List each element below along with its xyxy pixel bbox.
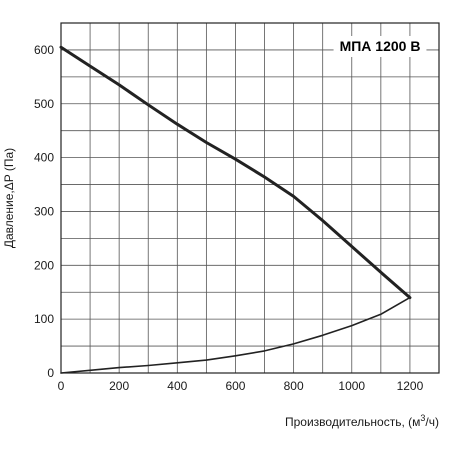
x-tick-label: 600 [225, 379, 245, 393]
chart-title: МПА 1200 B [340, 38, 421, 54]
y-tick-label: 400 [34, 151, 54, 165]
x-axis-label-superscript: 3 [420, 413, 425, 423]
x-axis-label: Производительность, (м3/ч) [285, 413, 439, 429]
y-tick-label: 500 [34, 97, 54, 111]
title-box: МПА 1200 B [333, 36, 427, 57]
y-tick-label: 300 [34, 204, 54, 218]
y-tick-label: 100 [34, 312, 54, 326]
title-background [333, 36, 427, 57]
series-line-2 [60, 296, 411, 374]
x-tick-label: 200 [109, 379, 129, 393]
x-tick-label: 400 [167, 379, 187, 393]
y-tick-label: 0 [47, 366, 54, 380]
curves [59, 45, 412, 374]
y-axis-label: Давление,ΔP (Па) [2, 148, 16, 248]
x-axis-label-prefix: Производительность, (м [285, 415, 420, 429]
x-tick-label: 0 [58, 379, 65, 393]
y-tick-label: 600 [34, 43, 54, 57]
x-tick-label: 1000 [338, 379, 365, 393]
x-axis-label-suffix: /ч) [425, 415, 439, 429]
y-tick-label: 200 [34, 258, 54, 272]
x-tick-label: 800 [284, 379, 304, 393]
tick-labels: 0 200 400 600 800 1000 1200 0 100 200 300 400 500 600 [34, 43, 424, 393]
series-line-1 [59, 45, 412, 300]
plot-frame [60, 22, 440, 374]
x-tick-label: 1200 [397, 379, 424, 393]
